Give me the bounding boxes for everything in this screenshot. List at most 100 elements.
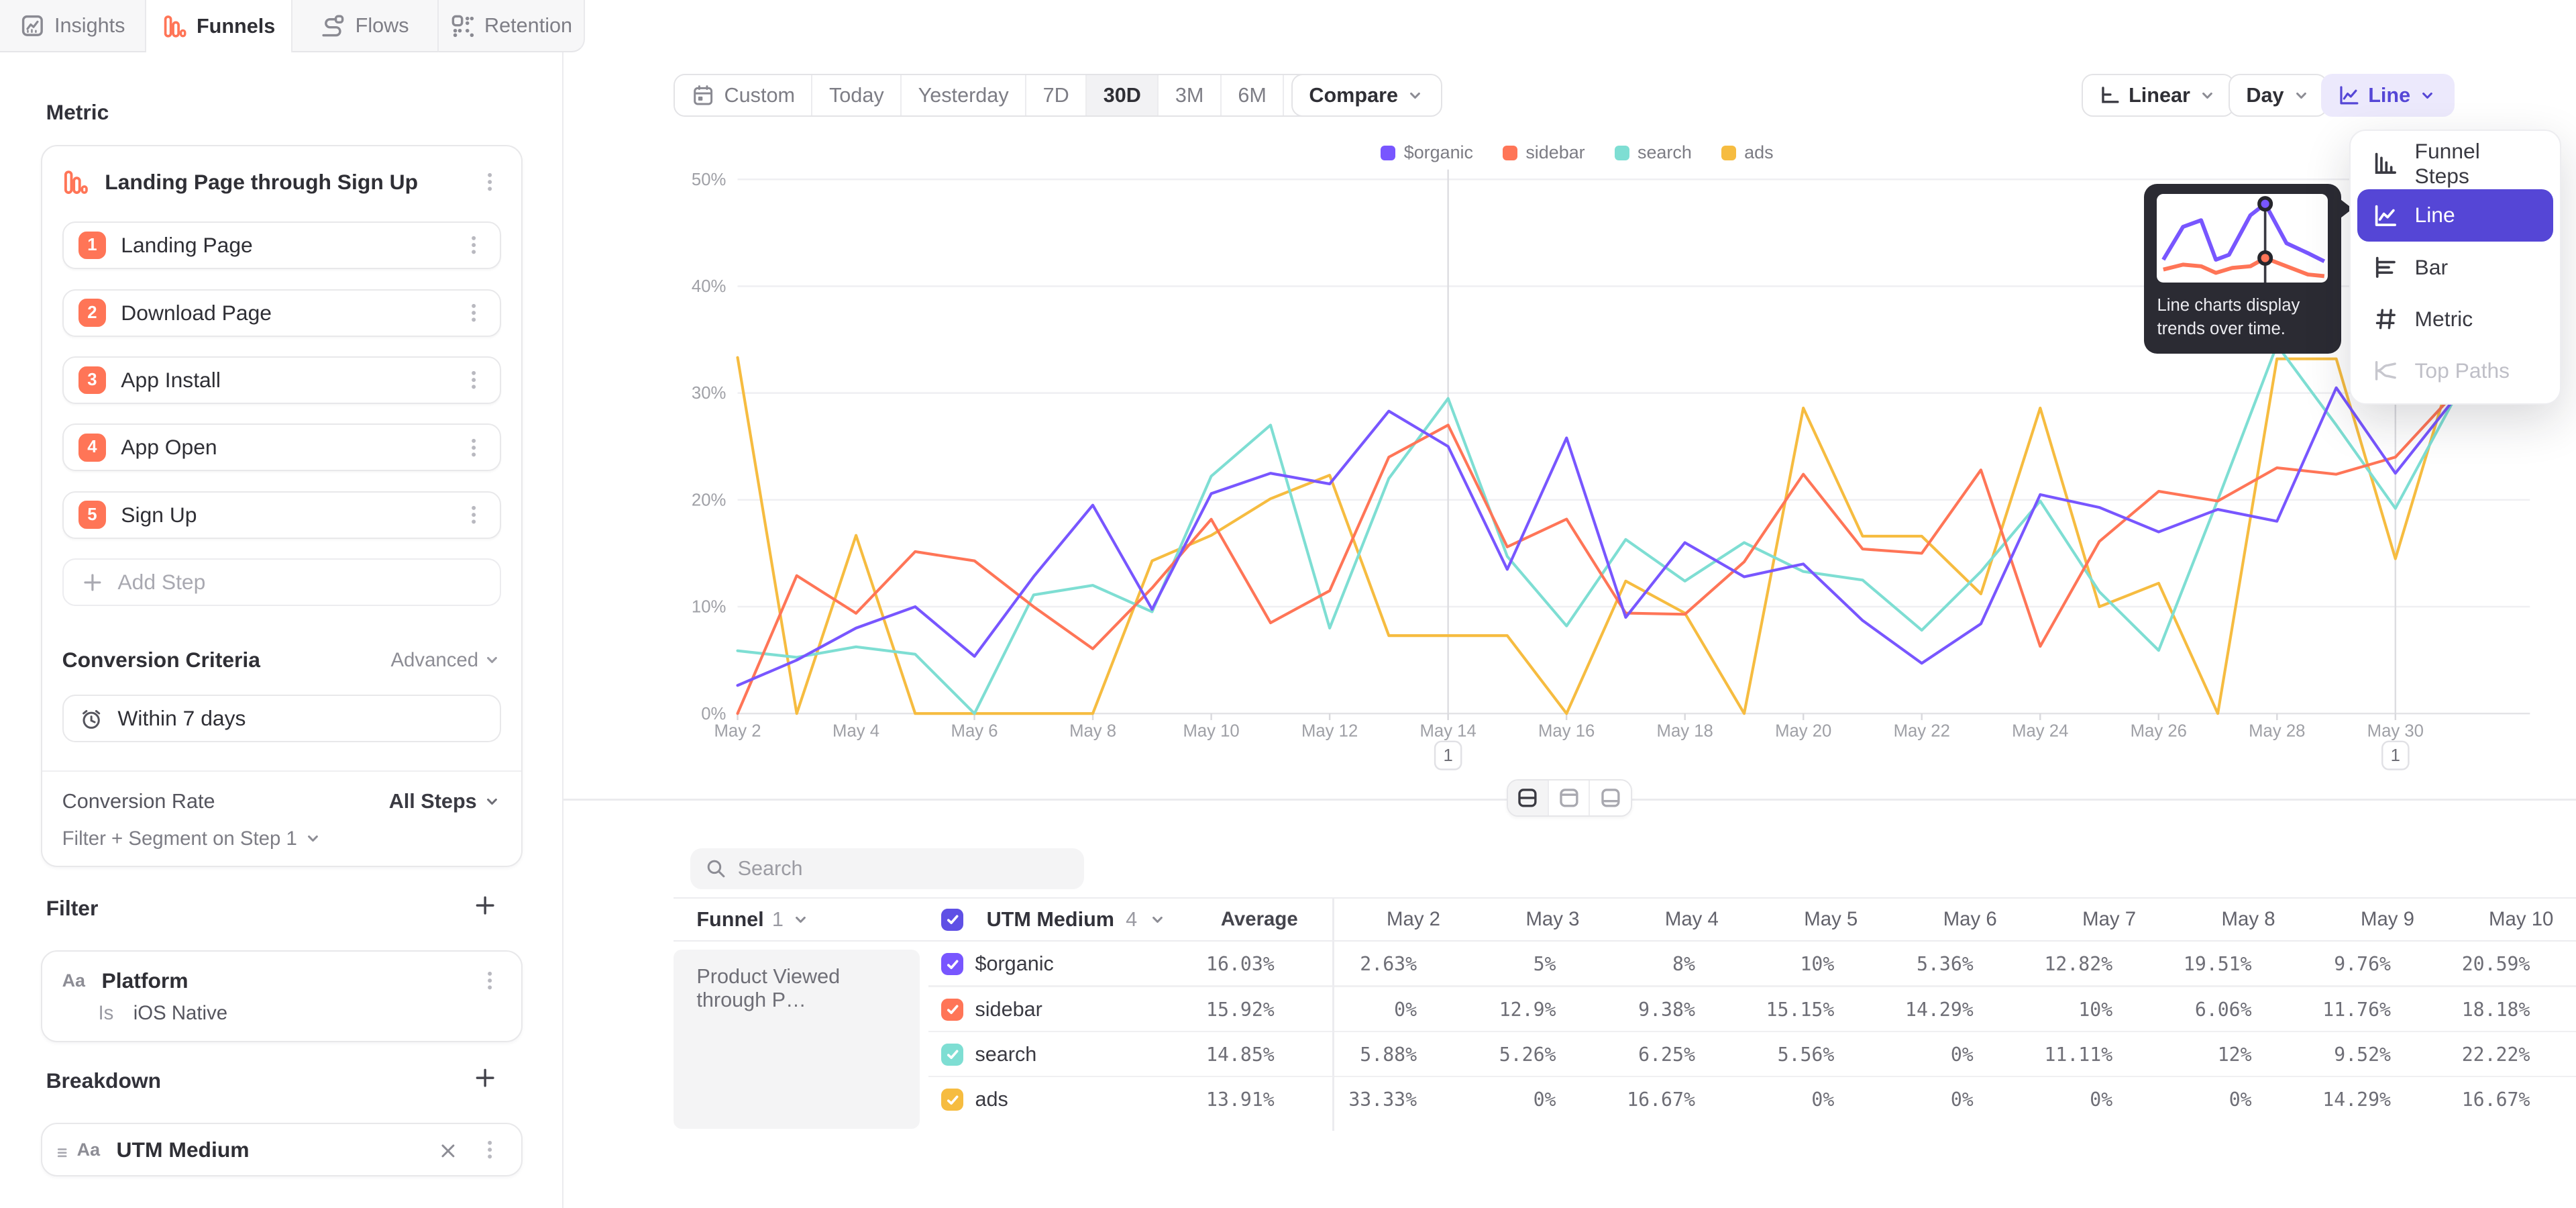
tab-insights[interactable]: Insights	[0, 0, 146, 53]
scale-button[interactable]: Linear	[2081, 74, 2235, 117]
annotation-badge[interactable]	[1434, 740, 1462, 770]
table-row-search[interactable]: search 14.85% 5.88% 5.26% 6.25% 5.56% 0% 11.11%…	[674, 1032, 2576, 1078]
add-step-label: Add Step	[117, 570, 206, 595]
cell-value: 0%	[1950, 1044, 1974, 1066]
cell-value: 12.82%	[2044, 953, 2113, 976]
annotation-badge[interactable]	[2381, 740, 2410, 770]
funnel-step-3[interactable]: 3 App Install	[62, 356, 502, 404]
layout-toggle-3[interactable]	[1590, 780, 1631, 816]
date-column-header[interactable]: May 8	[2221, 908, 2275, 931]
menu-item-metric[interactable]: Metric	[2357, 293, 2553, 345]
funnel-group-cell: Product Viewed through P…	[674, 950, 920, 1129]
layout-toggle-1[interactable]	[1507, 780, 1549, 816]
kebab-menu-icon[interactable]	[478, 1138, 501, 1161]
series-checkbox[interactable]	[941, 998, 964, 1021]
drag-handle-icon[interactable]	[52, 1140, 72, 1159]
funnel-step-4[interactable]: 4 App Open	[62, 423, 502, 472]
legend-item-organic[interactable]: $organic	[1381, 142, 1473, 164]
conversion-window-button[interactable]: Within 7 days	[62, 695, 502, 743]
row-date-values: 2.63% 5% 8% 10% 5.36% 12.82% 19.51% 9.76% 20.59%	[1324, 953, 2576, 975]
all-steps-dropdown[interactable]: All Steps	[389, 790, 502, 813]
add-step-button[interactable]: Add Step	[62, 558, 502, 607]
tab-retention[interactable]: Retention	[438, 0, 585, 53]
series-line-organic	[736, 386, 2457, 687]
kebab-menu-icon[interactable]	[462, 436, 485, 459]
date-column-header[interactable]: May 3	[1525, 908, 1580, 931]
range-custom[interactable]: Custom	[675, 75, 813, 115]
funnel-trends-line-chart: 0% 10% 20% 30% 40% 50% May 2 May 4 May 6 May 8 May…	[692, 169, 2530, 770]
range-6m[interactable]: 6M	[1221, 75, 1285, 115]
filter-card[interactable]: Aa Platform Is iOS Native	[41, 950, 523, 1042]
date-column-header[interactable]: May 6	[1943, 908, 1997, 931]
kebab-menu-icon[interactable]	[478, 170, 501, 193]
funnel-column-dropdown[interactable]: Funnel 1	[696, 908, 810, 932]
menu-item-line[interactable]: Line	[2357, 189, 2554, 242]
menu-item-bar[interactable]: Bar	[2357, 242, 2553, 293]
date-column-header[interactable]: May 7	[2082, 908, 2137, 931]
search-input[interactable]	[737, 856, 1070, 880]
funnel-step-1[interactable]: 1 Landing Page	[62, 221, 502, 270]
svg-text:10%: 10%	[692, 597, 726, 616]
layout-toggle-2[interactable]	[1548, 780, 1591, 816]
kebab-menu-icon[interactable]	[478, 969, 501, 992]
chevron-down-icon	[1148, 911, 1167, 929]
tab-funnels[interactable]: Funnels	[146, 0, 292, 53]
table-row-ads[interactable]: ads 13.91% 33.33% 0% 16.67% 0% 0% 0% 0% 14.29% 16.…	[674, 1077, 2576, 1122]
cell-value: 0%	[2090, 1089, 2113, 1111]
add-breakdown-button[interactable]	[474, 1066, 496, 1089]
funnel-step-2[interactable]: 2 Download Page	[62, 289, 502, 337]
date-column-header[interactable]: May 4	[1664, 908, 1719, 931]
tab-flows[interactable]: Flows	[292, 0, 439, 53]
breakdown-card[interactable]: Aa UTM Medium	[41, 1122, 523, 1177]
step-label: Download Page	[121, 300, 272, 325]
date-column-header[interactable]: May 2	[1387, 908, 1441, 931]
kebab-menu-icon[interactable]	[462, 234, 485, 256]
legend-item-sidebar[interactable]: sidebar	[1503, 142, 1585, 164]
step-number-badge: 3	[78, 366, 107, 395]
funnel-header-row[interactable]: Landing Page through Sign Up	[62, 162, 502, 202]
svg-text:May 16: May 16	[1538, 721, 1595, 740]
menu-item-label: Metric	[2414, 306, 2473, 331]
cell-value: 9.38%	[1638, 998, 1695, 1021]
compare-button[interactable]: Compare	[1291, 74, 1442, 117]
menu-item-label: Line	[2414, 203, 2455, 228]
breakdown-column-dropdown[interactable]: UTM Medium 4	[941, 908, 1167, 932]
svg-text:May 20: May 20	[1775, 721, 1831, 740]
svg-text:50%: 50%	[692, 170, 726, 189]
kebab-menu-icon[interactable]	[462, 368, 485, 391]
alarm-clock-icon	[80, 707, 103, 730]
series-checkbox[interactable]	[941, 1044, 964, 1066]
add-filter-button[interactable]	[474, 894, 496, 917]
plus-icon	[82, 572, 103, 593]
series-name: search	[975, 1043, 1037, 1066]
legend-item-ads[interactable]: ads	[1721, 142, 1774, 164]
date-column-header[interactable]: May 10	[2489, 908, 2554, 931]
svg-text:May 8: May 8	[1069, 721, 1116, 740]
funnel-step-5[interactable]: 5 Sign Up	[62, 491, 502, 539]
filter-segment-label: Filter + Segment on Step 1	[62, 827, 297, 850]
advanced-dropdown[interactable]: Advanced	[390, 649, 501, 672]
remove-breakdown-icon[interactable]	[437, 1139, 459, 1160]
range-3m[interactable]: 3M	[1159, 75, 1222, 115]
chart-type-button[interactable]: Line	[2320, 74, 2455, 117]
table-row-sidebar[interactable]: sidebar 15.92% 0% 12.9% 9.38% 15.15% 14.29% 10%…	[674, 987, 2576, 1032]
granularity-button[interactable]: Day	[2228, 74, 2328, 117]
select-all-checkbox[interactable]	[941, 908, 964, 931]
legend-item-search[interactable]: search	[1614, 142, 1692, 164]
range-7d[interactable]: 7D	[1026, 75, 1087, 115]
series-checkbox[interactable]	[941, 1089, 964, 1111]
retention-icon	[450, 13, 475, 38]
cell-value: 6.06%	[2194, 998, 2252, 1021]
range-today[interactable]: Today	[812, 75, 902, 115]
date-column-header[interactable]: May 9	[2360, 908, 2414, 931]
date-column-header[interactable]: May 5	[1804, 908, 1858, 931]
kebab-menu-icon[interactable]	[462, 503, 485, 526]
filter-segment-step1-dropdown[interactable]: Filter + Segment on Step 1	[62, 825, 502, 853]
cell-value: 8%	[1672, 953, 1695, 976]
kebab-menu-icon[interactable]	[462, 301, 485, 324]
table-row-organic[interactable]: $organic 16.03% 2.63% 5% 8% 10% 5.36% 12.82% 19.…	[674, 942, 2576, 987]
range-yesterday[interactable]: Yesterday	[902, 75, 1027, 115]
series-checkbox[interactable]	[941, 953, 964, 976]
range-30d[interactable]: 30D	[1087, 75, 1159, 115]
menu-item-funnel-steps[interactable]: Funnel Steps	[2357, 138, 2553, 189]
